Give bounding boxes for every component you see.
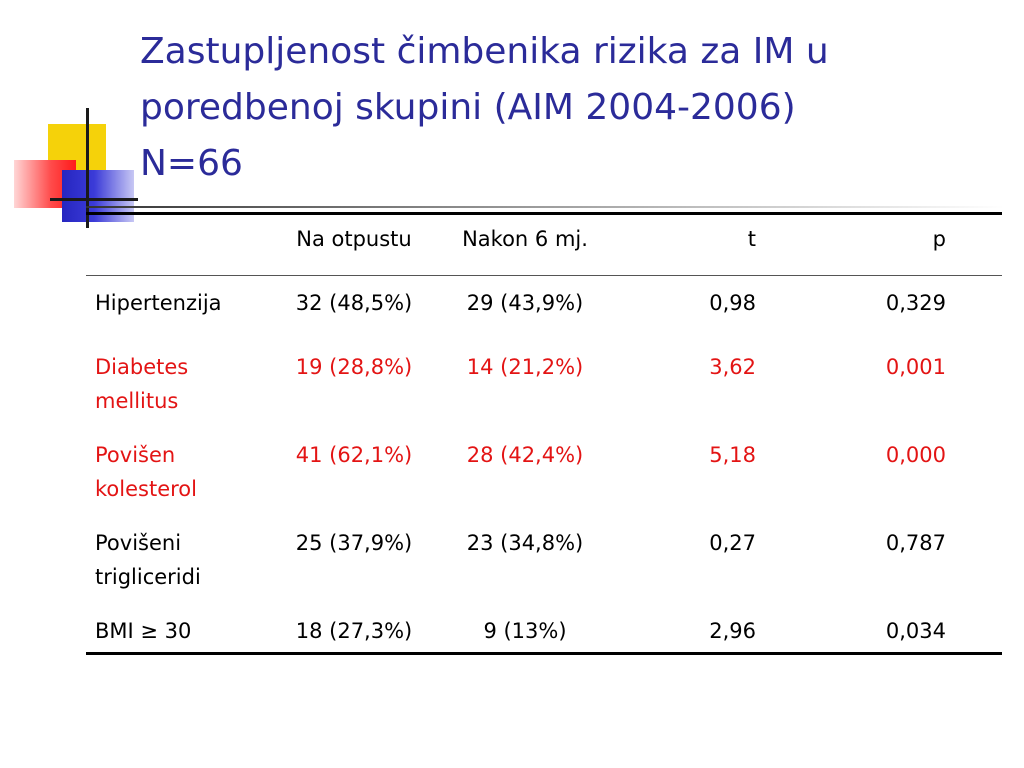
table-row-diabetes-mellitus: Diabetes mellitus 19 (28,8%) 14 (21,2%) … [86,344,1002,432]
title-line-3: N=66 [140,143,243,184]
title-divider [86,206,1004,208]
table-header: Na otpustu Nakon 6 mj. t p [86,213,1002,276]
cell-na-otpustu: 32 (48,5%) [295,291,413,315]
header-t: t [747,227,756,251]
title-line-2: poredbenoj skupini (AIM 2004-2006) [140,87,796,128]
slide-title: Zastupljenost čimbenika rizika za IM u p… [140,24,1000,192]
cell-t: 3,62 [709,354,756,379]
risk-factor-table: Na otpustu Nakon 6 mj. t p Hipertenzija … [86,212,1002,655]
title-line-1: Zastupljenost čimbenika rizika za IM u [140,31,829,72]
table-row-bmi: BMI ≥ 30 18 (27,3%) 9 (13%) 2,96 0,034 [86,608,1002,654]
row-label: Hipertenzija [95,291,222,315]
table-header-row: Na otpustu Nakon 6 mj. t p [86,213,1002,276]
cell-t: 0,98 [709,291,756,315]
header-p: p [932,227,946,251]
cell-na-otpustu: 25 (37,9%) [295,530,413,555]
cell-nakon-6-mj: 9 (13%) [483,618,567,643]
cell-p: 0,001 [885,354,946,379]
cell-p: 0,034 [885,618,946,643]
logo-vertical-line [86,108,89,228]
header-empty [86,214,274,276]
cell-nakon-6-mj: 23 (34,8%) [466,530,584,555]
row-label: Diabetes mellitus [95,354,189,413]
header-na-otpustu: Na otpustu [296,227,412,251]
cell-t: 5,18 [709,442,756,467]
cell-p: 0,000 [885,442,946,467]
cell-t: 2,96 [709,618,756,643]
cell-t: 0,27 [709,530,756,555]
cell-p: 0,329 [885,291,946,315]
logo-horizontal-line [50,198,138,201]
row-label: BMI ≥ 30 [95,618,192,643]
cell-p: 0,787 [885,530,946,555]
logo-blue-square [62,170,134,222]
risk-factor-table-container: Na otpustu Nakon 6 mj. t p Hipertenzija … [86,212,1002,655]
table-row-povisen-kolesterol: Povišen kolesterol 41 (62,1%) 28 (42,4%)… [86,432,1002,520]
cell-na-otpustu: 19 (28,8%) [295,354,413,379]
cell-na-otpustu: 41 (62,1%) [295,442,413,467]
row-label: Povišen kolesterol [95,442,197,501]
table-row-poviseni-trigliceridi: Povišeni trigliceridi 25 (37,9%) 23 (34,… [86,520,1002,608]
cell-na-otpustu: 18 (27,3%) [295,618,413,643]
cell-nakon-6-mj: 28 (42,4%) [466,442,584,467]
table-body: Hipertenzija 32 (48,5%) 29 (43,9%) 0,98 … [86,276,1002,654]
row-label: Povišeni trigliceridi [95,530,201,589]
header-nakon-6-mj: Nakon 6 mj. [462,227,588,251]
cell-nakon-6-mj: 14 (21,2%) [466,354,584,379]
cell-nakon-6-mj: 29 (43,9%) [466,291,584,315]
table-row-hipertenzija: Hipertenzija 32 (48,5%) 29 (43,9%) 0,98 … [86,276,1002,344]
